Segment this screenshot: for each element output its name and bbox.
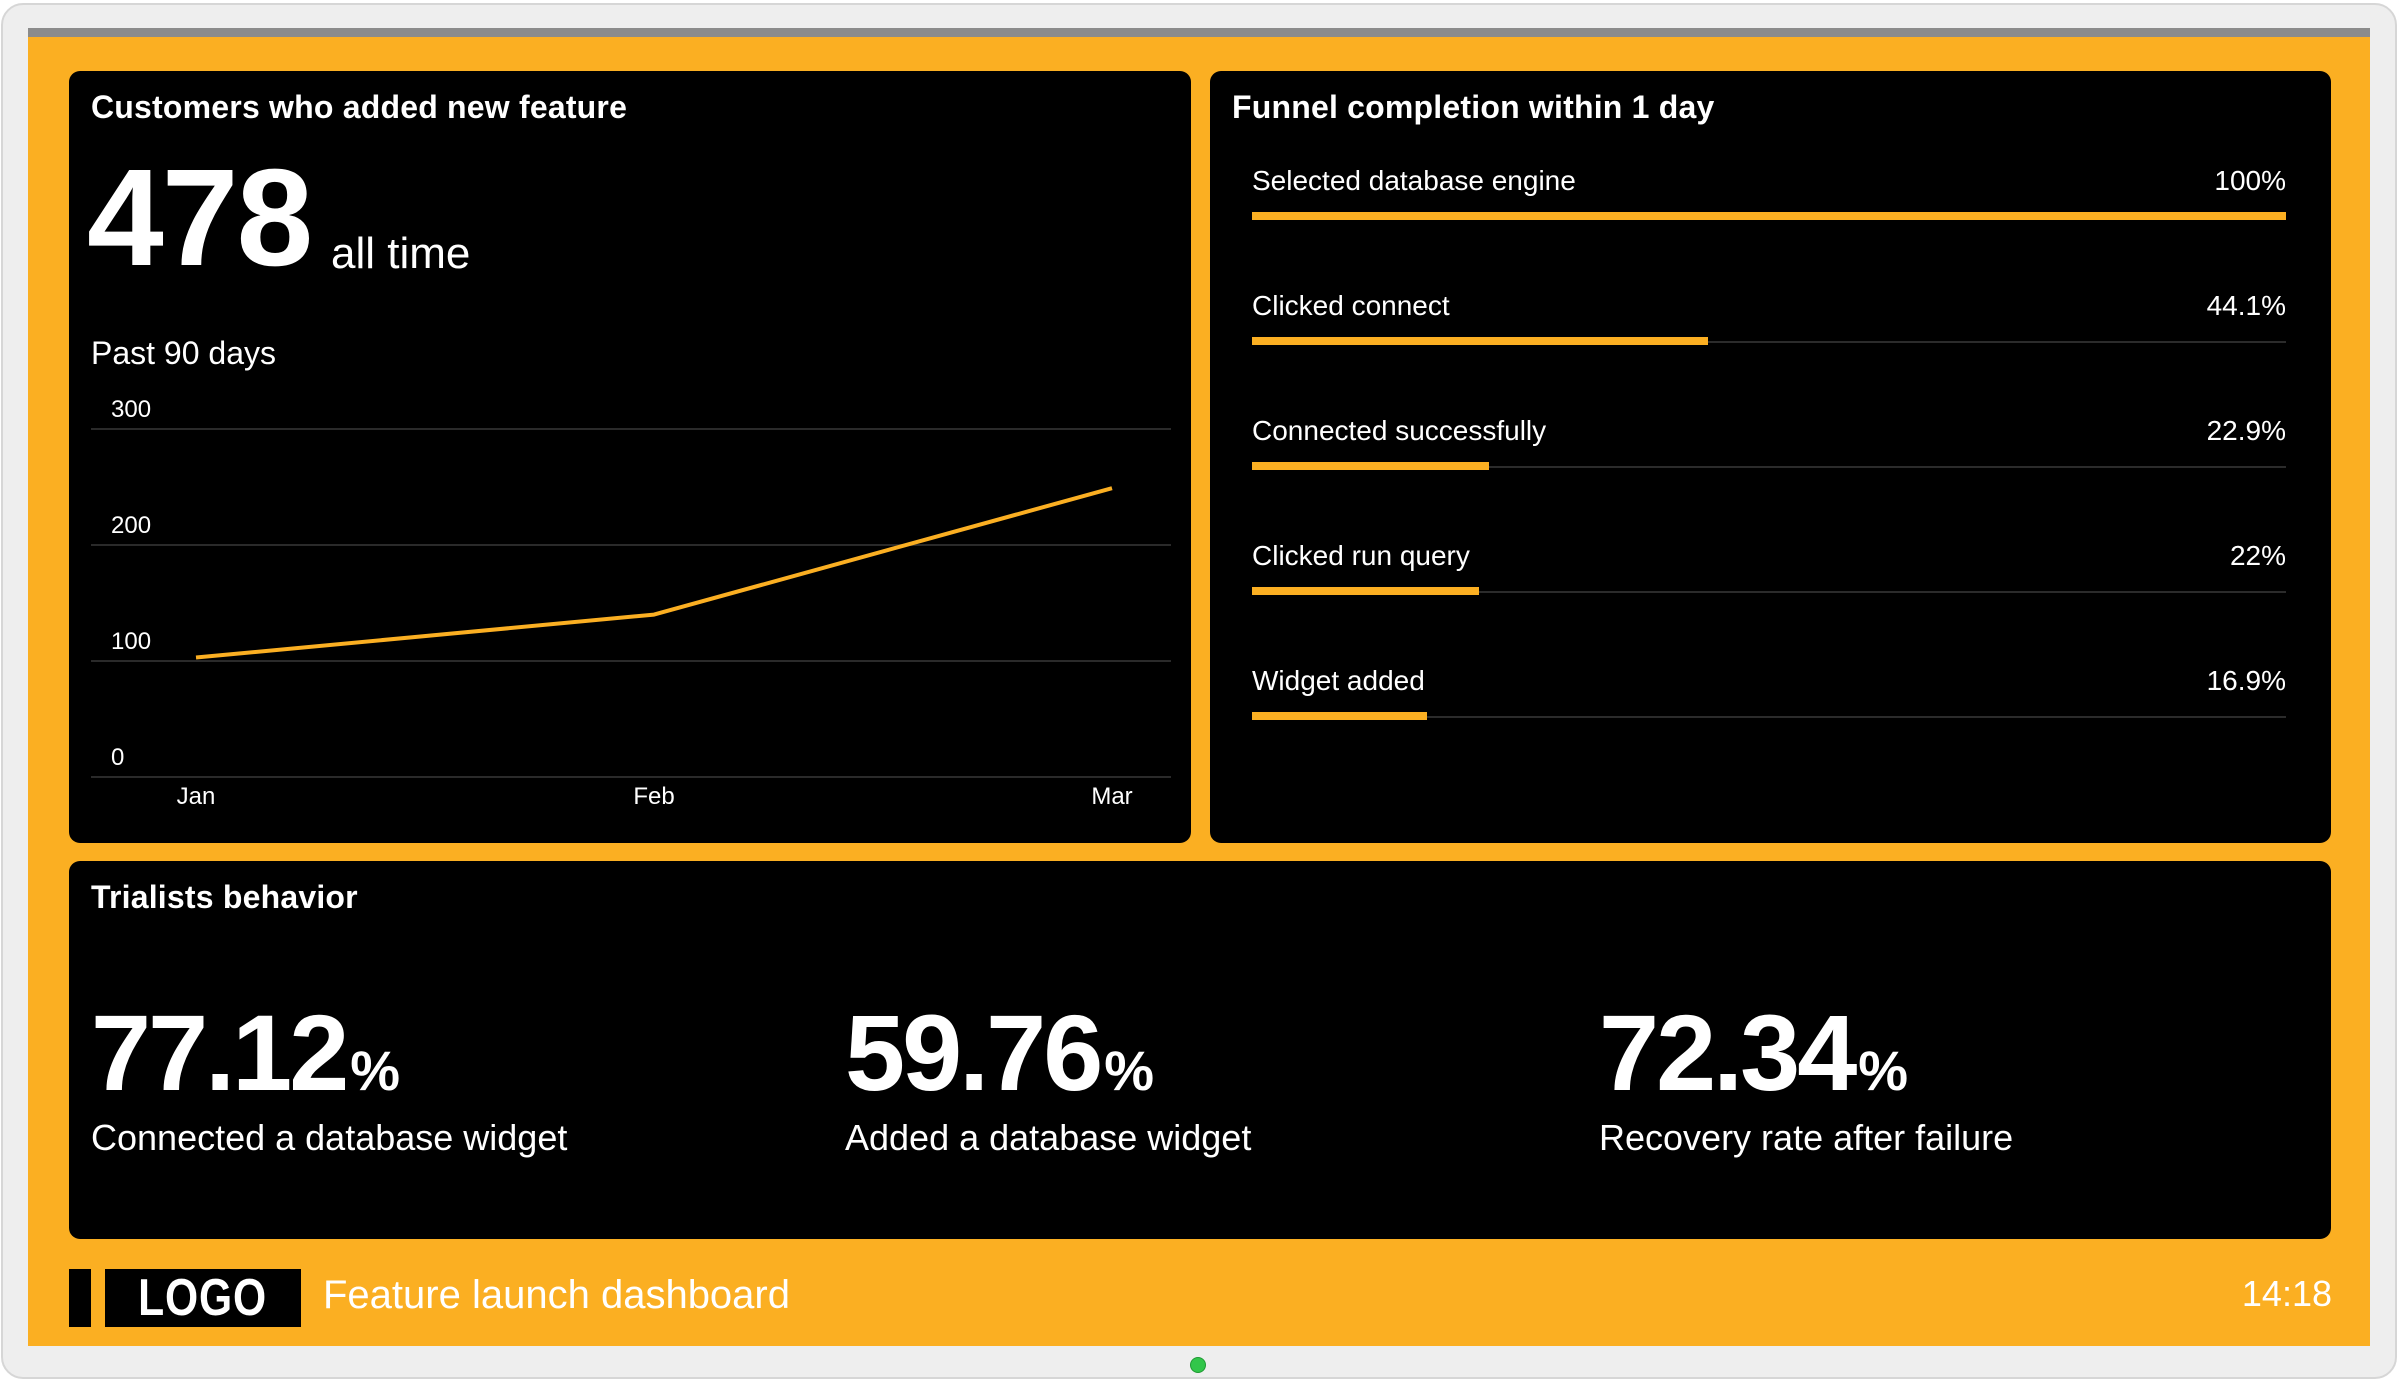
metric-value: 59.76 bbox=[845, 992, 1103, 1113]
funnel-panel: Funnel completion within 1 day Selected … bbox=[1210, 71, 2331, 843]
logo-accent-bar bbox=[69, 1269, 91, 1327]
customers-panel-title: Customers who added new feature bbox=[91, 89, 628, 125]
funnel-step-track bbox=[1252, 716, 2286, 718]
y-tick-label: 300 bbox=[111, 396, 151, 423]
total-customers-suffix: all time bbox=[331, 229, 471, 278]
funnel-step-label: Selected database engine bbox=[1252, 165, 1576, 196]
power-led-icon bbox=[1191, 1358, 1205, 1372]
metric-label: Connected a database widget bbox=[91, 1117, 568, 1158]
y-tick-label: 0 bbox=[111, 744, 124, 771]
funnel-step-track bbox=[1252, 341, 2286, 343]
funnel-step-bar bbox=[1252, 712, 1427, 720]
x-tick-label: Jan bbox=[177, 783, 216, 810]
logo: LOGO bbox=[105, 1269, 301, 1327]
metric-added-widget: 59.76% Added a database widget bbox=[845, 999, 1251, 1159]
trialists-panel-title: Trialists behavior bbox=[91, 879, 358, 915]
funnel-step-track bbox=[1252, 591, 2286, 593]
x-tick-label: Mar bbox=[1091, 783, 1132, 810]
funnel-step-bar bbox=[1252, 337, 1708, 345]
dashboard-screen: Customers who added new feature 478 all … bbox=[28, 28, 2370, 1346]
metric-connected-widget: 77.12% Connected a database widget bbox=[91, 999, 567, 1159]
metric-recovery-rate: 72.34% Recovery rate after failure bbox=[1599, 999, 2013, 1159]
funnel-step-percent: 22% bbox=[2229, 540, 2286, 571]
funnel-step-track bbox=[1252, 466, 2286, 468]
funnel-step-label: Clicked connect bbox=[1252, 290, 1450, 321]
funnel-step-percent: 16.9% bbox=[2206, 665, 2286, 696]
metric-unit: % bbox=[350, 1039, 401, 1102]
metric-label: Added a database widget bbox=[845, 1117, 1252, 1158]
funnel-step-bar bbox=[1252, 212, 2286, 220]
y-tick-label: 100 bbox=[111, 628, 151, 655]
logo-text: LOGO bbox=[138, 1269, 268, 1327]
customers-line-chart: 0 100 200 300 Jan Feb Mar bbox=[91, 396, 1171, 810]
metric-value: 77.12 bbox=[91, 992, 349, 1113]
metric-value: 72.34 bbox=[1599, 992, 1857, 1113]
total-customers-value: 478 bbox=[87, 141, 313, 295]
funnel-step-label: Clicked run query bbox=[1252, 540, 1470, 571]
funnel-step-label: Connected successfully bbox=[1252, 415, 1547, 446]
y-tick-label: 200 bbox=[111, 512, 151, 539]
metric-unit: % bbox=[1104, 1039, 1155, 1102]
customers-panel: Customers who added new feature 478 all … bbox=[69, 71, 1191, 843]
funnel-step-label: Widget added bbox=[1252, 665, 1425, 696]
chart-subtitle: Past 90 days bbox=[91, 335, 276, 371]
funnel-step-bar bbox=[1252, 587, 1479, 595]
funnel-step-percent: 44.1% bbox=[2206, 290, 2286, 321]
metric-label: Recovery rate after failure bbox=[1599, 1117, 2014, 1158]
trialists-panel: Trialists behavior 77.12% Connected a da… bbox=[69, 861, 2331, 1239]
funnel-step-percent: 22.9% bbox=[2206, 415, 2286, 446]
series-line bbox=[195, 486, 1113, 660]
funnel-panel-title: Funnel completion within 1 day bbox=[1232, 89, 1715, 125]
funnel-step-bar bbox=[1252, 462, 1489, 470]
metric-unit: % bbox=[1858, 1039, 1909, 1102]
clock: 14:18 bbox=[2241, 1273, 2332, 1314]
funnel-step-percent: 100% bbox=[2214, 165, 2286, 196]
dashboard-title: Feature launch dashboard bbox=[323, 1273, 790, 1317]
x-tick-label: Feb bbox=[633, 783, 674, 810]
